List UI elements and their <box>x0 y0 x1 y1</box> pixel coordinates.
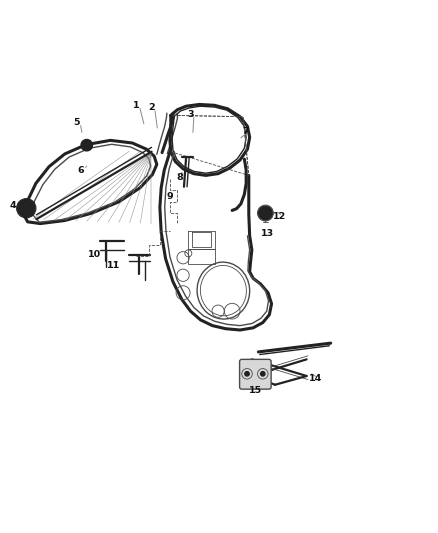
Text: 7: 7 <box>242 127 249 136</box>
Text: 6: 6 <box>78 166 85 175</box>
Text: 3: 3 <box>187 110 194 119</box>
Text: 4: 4 <box>10 201 17 209</box>
Text: 12: 12 <box>273 212 286 221</box>
Text: 15: 15 <box>249 385 262 394</box>
FancyBboxPatch shape <box>240 359 271 389</box>
Text: 2: 2 <box>148 103 155 112</box>
Text: 8: 8 <box>176 173 183 182</box>
Text: 10: 10 <box>88 250 101 259</box>
Circle shape <box>245 372 249 376</box>
Text: 13: 13 <box>261 229 274 238</box>
Circle shape <box>258 206 272 220</box>
Circle shape <box>18 199 35 217</box>
Text: 1: 1 <box>132 101 139 110</box>
Text: 5: 5 <box>74 118 80 127</box>
Circle shape <box>81 140 92 151</box>
Circle shape <box>261 372 265 376</box>
Text: 9: 9 <box>166 192 173 201</box>
Text: 11: 11 <box>107 261 120 270</box>
Text: 14: 14 <box>309 374 322 383</box>
